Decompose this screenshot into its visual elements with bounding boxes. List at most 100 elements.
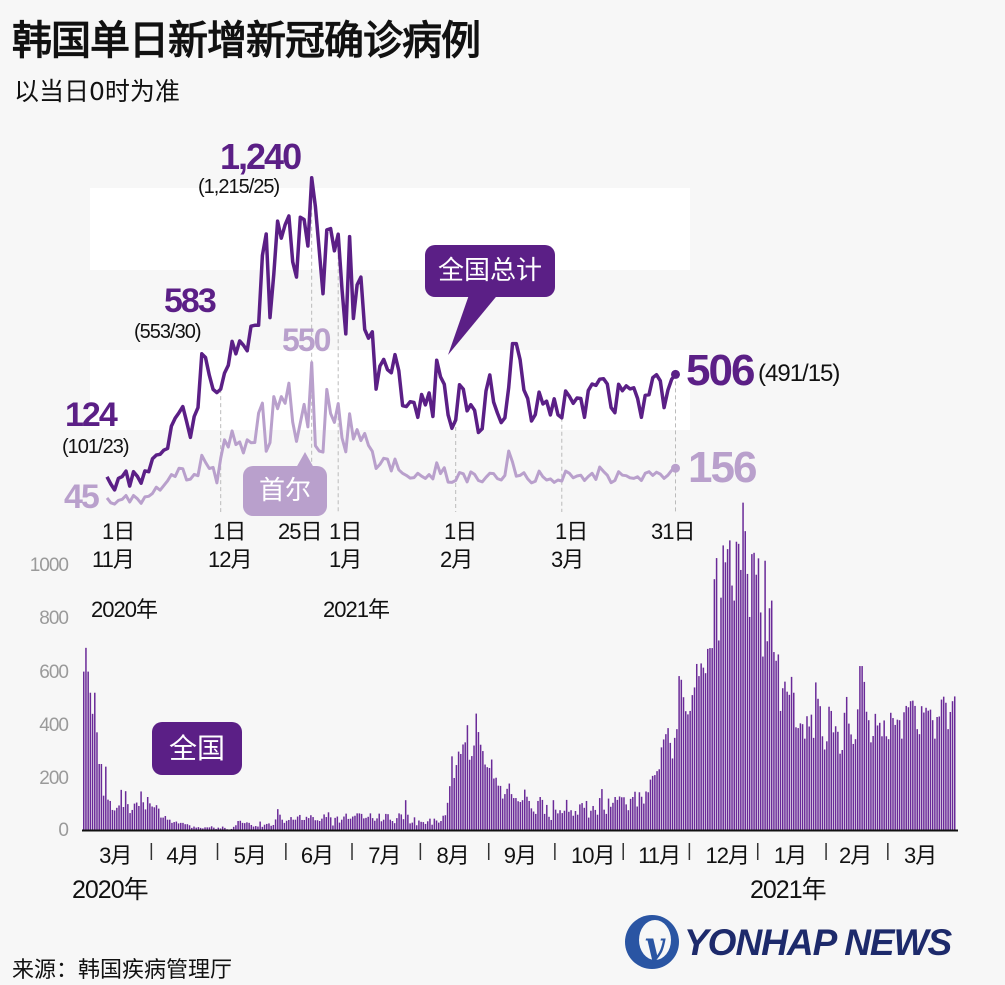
bar	[116, 807, 118, 830]
bar	[720, 597, 722, 830]
bar	[579, 804, 581, 830]
bar	[369, 813, 372, 830]
bar	[307, 818, 310, 830]
bar	[94, 692, 96, 830]
bar	[488, 767, 491, 830]
yonhap-logo: y	[622, 912, 682, 976]
bar	[548, 816, 550, 830]
bar	[795, 727, 797, 830]
bar	[411, 822, 414, 830]
bar	[261, 826, 264, 830]
bar	[552, 800, 555, 830]
bar	[305, 816, 308, 830]
bar	[592, 805, 594, 830]
bar	[512, 798, 515, 830]
bar	[793, 692, 795, 830]
bar	[109, 800, 111, 830]
bar	[539, 797, 541, 830]
bar	[142, 802, 145, 830]
bar-month-label: 8月	[436, 843, 470, 868]
bar-year-2020: 2020年	[72, 876, 149, 904]
seoul-end-label: 156	[688, 443, 757, 492]
bar	[191, 827, 193, 830]
bar	[740, 569, 742, 830]
bar-year-2021: 2021年	[750, 876, 827, 904]
bar-month-label: 4月	[166, 843, 199, 868]
bar	[861, 666, 863, 830]
bar	[676, 729, 678, 830]
bar	[722, 545, 724, 830]
yonhap-emblem-icon: y	[625, 915, 679, 969]
bar	[193, 826, 195, 830]
x-year-2020: 2020年	[91, 597, 158, 622]
bar	[598, 798, 601, 830]
bar	[806, 716, 808, 830]
bar	[733, 600, 735, 830]
bar	[376, 818, 378, 830]
bar	[532, 811, 535, 830]
bar	[766, 641, 769, 830]
bar	[124, 791, 127, 830]
bar	[85, 647, 87, 830]
bar	[268, 823, 270, 830]
bar	[517, 801, 519, 830]
bar	[607, 798, 610, 830]
bar	[204, 827, 206, 830]
bar	[737, 543, 740, 830]
bar	[914, 705, 916, 830]
bar	[856, 709, 859, 830]
end-detail-label: (491/15)	[758, 360, 840, 387]
bar	[839, 753, 841, 830]
bar	[451, 756, 453, 830]
bar	[490, 759, 493, 830]
bar	[466, 725, 469, 830]
bar	[257, 826, 259, 830]
bar	[385, 813, 387, 830]
bar	[594, 809, 597, 830]
bar	[166, 819, 169, 830]
bar	[790, 676, 793, 830]
bar	[332, 825, 334, 830]
bar	[197, 827, 200, 830]
bar	[449, 786, 451, 830]
bar	[433, 818, 436, 830]
bar	[345, 813, 347, 830]
bar	[731, 585, 733, 830]
bar	[744, 531, 746, 830]
bar	[102, 795, 105, 830]
x-tick-day: 1日	[213, 519, 246, 544]
bar	[920, 706, 923, 830]
bar	[828, 706, 830, 830]
bar	[759, 612, 762, 830]
legend-national-total: 全国总计	[425, 245, 555, 297]
bar	[629, 798, 632, 830]
bar	[235, 825, 237, 830]
bar	[896, 719, 899, 830]
bar	[627, 810, 630, 830]
bar	[715, 558, 718, 830]
bar	[493, 778, 495, 830]
bar	[173, 822, 175, 830]
bar	[859, 666, 861, 830]
bar	[272, 824, 275, 830]
bar	[649, 779, 652, 830]
bar	[175, 821, 178, 830]
bar	[358, 813, 361, 830]
bar	[724, 562, 727, 830]
bar	[581, 803, 583, 830]
bar-month-label: 2月	[838, 843, 872, 868]
bar	[905, 705, 907, 830]
y-tick-1000: 1000	[29, 555, 69, 576]
bar	[885, 736, 888, 830]
bar	[621, 797, 623, 830]
bar	[841, 750, 844, 830]
bar	[393, 823, 396, 830]
seoul-peak-label: 550	[282, 322, 331, 358]
yonhap-wordmark: YONHAP NEWS	[684, 922, 952, 963]
bar	[867, 720, 870, 830]
x-tick-mar31: 31日	[651, 519, 695, 544]
bar	[541, 799, 544, 830]
bar	[927, 710, 930, 830]
bar	[221, 826, 224, 830]
bar	[391, 821, 394, 830]
